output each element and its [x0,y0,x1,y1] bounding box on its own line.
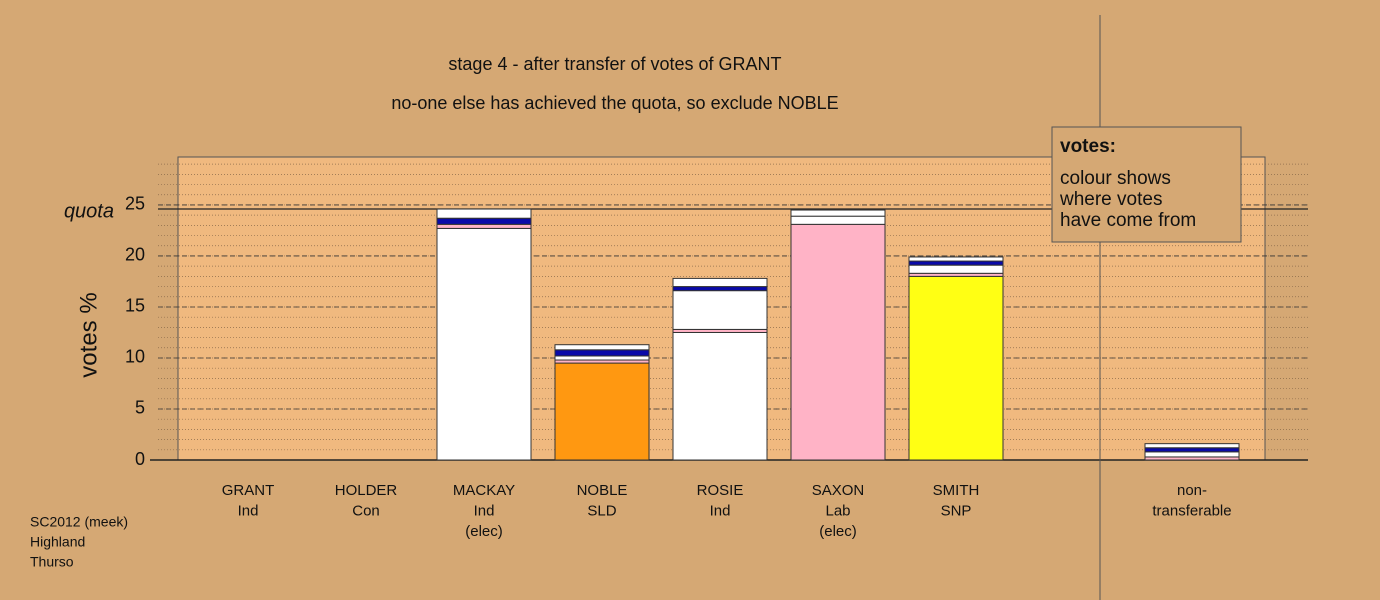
bar-segment [436,208,532,219]
bar-segment [672,286,768,292]
bar-segment [790,209,886,217]
legend-title: votes: [1060,136,1116,157]
bar-segment [554,355,650,361]
bar-segment [908,256,1004,262]
x-tick-label: GRANT [222,482,275,499]
x-tick-label: SLD [587,502,616,519]
x-tick-label: SMITH [933,482,980,499]
x-tick-label: NOBLE [577,482,628,499]
y-tick-label: 5 [135,398,145,418]
bar-segment [672,290,768,330]
legend-text: have come from [1060,210,1196,231]
bar-segment [436,217,532,225]
x-tick-label: Lab [825,502,850,519]
x-tick-label: non- [1177,482,1207,499]
bar-segment [1144,451,1240,458]
x-tick-label: Ind [474,502,495,519]
x-tick-label: ROSIE [697,482,744,499]
legend-text: colour shows [1060,168,1171,189]
footer-text: Thurso [30,554,74,570]
x-tick-label: Ind [238,502,259,519]
x-tick-label: Ind [710,502,731,519]
x-tick-label: transferable [1152,502,1231,519]
y-tick-label: 0 [135,449,145,469]
x-tick-label: (elec) [819,523,857,540]
bar-segment [554,362,650,461]
bar-segment [554,349,650,357]
bar-segment [1144,443,1240,449]
x-tick-label: HOLDER [335,482,398,499]
bar-segment [672,331,768,461]
bar-segment [790,223,886,461]
chart-subtitle: no-one else has achieved the quota, so e… [391,93,838,113]
bars [436,208,1240,461]
x-tick-label: MACKAY [453,482,515,499]
x-tick-label: SNP [941,502,972,519]
bar-segment [672,277,768,288]
legend-text: where votes [1059,189,1162,210]
bar-segment [908,260,1004,266]
legend-box [1051,126,1242,243]
x-tick-label: Con [352,502,380,519]
y-tick-label: 10 [125,347,145,367]
y-tick-label: 20 [125,245,145,265]
bar-segment [908,264,1004,274]
bar-segment [790,215,886,225]
x-tick-label: (elec) [465,523,503,540]
x-tick-label: SAXON [812,482,865,499]
y-axis-label: votes % [75,292,102,377]
quota-label: quota [64,200,114,222]
footer-text: Highland [30,534,85,550]
chart-title: stage 4 - after transfer of votes of GRA… [448,54,781,74]
y-tick-label: 25 [125,194,145,214]
bar-segment [436,223,532,229]
y-tick-label: 15 [125,296,145,316]
bar-segment [436,227,532,461]
bar-segment [554,344,650,351]
bar-segment [1144,447,1240,453]
bar-segment [908,275,1004,461]
footer-text: SC2012 (meek) [30,514,128,530]
